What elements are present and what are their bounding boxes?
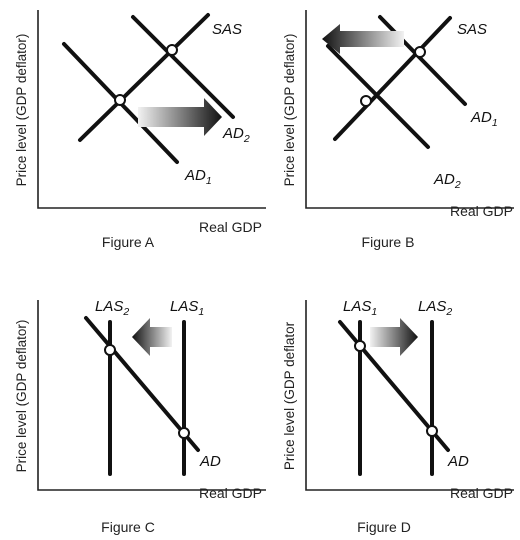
figure-b-label-sas: SAS [457, 21, 487, 38]
figure-d-label-ad: AD [447, 453, 469, 470]
figure-c-ad-curve [84, 316, 200, 452]
figure-a: Price level (GDP deflator) Real GDP Figu… [14, 10, 266, 250]
figure-d-x-axis-label: Real GDP [450, 485, 513, 501]
figure-a-label-ad2: AD2 [222, 125, 250, 145]
figure-d-axes [305, 300, 514, 491]
figure-a-equilibrium-initial [114, 94, 126, 106]
figure-c-axes [37, 300, 266, 491]
figure-c-x-axis-label: Real GDP [199, 485, 262, 501]
figure-a-y-axis-label: Price level (GDP deflator) [14, 34, 29, 187]
figure-d-label-las2: LAS2 [418, 298, 452, 318]
figure-b-y-axis-label: Price level (GDP deflator) [282, 34, 297, 187]
figure-b-caption: Figure B [362, 234, 415, 250]
figure-b-axes [305, 10, 514, 209]
figure-a-caption: Figure A [102, 234, 155, 250]
figure-a-shift-right-arrow [138, 98, 222, 136]
figure-b-shift-left-arrow [322, 24, 404, 54]
figure-d: Price level (GDP deflator Real GDP Figur… [282, 298, 514, 535]
figure-b-label-ad1: AD1 [470, 109, 498, 129]
figure-d-shift-right-arrow [370, 318, 418, 356]
figure-c-equilibrium-initial [178, 427, 190, 439]
figure-d-equilibrium-new [426, 425, 438, 437]
figure-d-caption: Figure D [357, 519, 411, 535]
figure-c-label-las2: LAS2 [95, 298, 129, 318]
figure-c-equilibrium-new [104, 344, 116, 356]
figure-c-label-ad: AD [199, 453, 221, 470]
figure-b-equilibrium-initial [414, 46, 426, 58]
figure-c-label-las1: LAS1 [170, 298, 204, 318]
figure-d-y-axis-label: Price level (GDP deflator [282, 321, 297, 470]
figure-a-label-sas: SAS [212, 21, 242, 38]
figure-b-sas-curve [333, 16, 452, 141]
figure-a-ad2-curve [131, 15, 235, 119]
figure-c: Price level (GDP deflator) Real GDP Figu… [14, 298, 266, 535]
figure-b-ad1-curve [378, 15, 467, 106]
figure-c-y-axis-label: Price level (GDP deflator) [14, 320, 29, 473]
figure-a-label-ad1: AD1 [184, 167, 212, 187]
figure-d-label-las1: LAS1 [343, 298, 377, 318]
figure-a-equilibrium-new [166, 44, 178, 56]
figure-c-caption: Figure C [101, 519, 155, 535]
figure-c-shift-left-arrow [132, 318, 172, 356]
figure-b-label-ad2: AD2 [433, 171, 461, 191]
figure-d-equilibrium-initial [354, 340, 366, 352]
figure-b: Price level (GDP deflator) Real GDP Figu… [282, 10, 514, 250]
figure-b-x-axis-label: Real GDP [450, 203, 513, 219]
figure-b-equilibrium-new [360, 95, 372, 107]
figure-a-sas-curve [78, 13, 210, 142]
figure-a-x-axis-label: Real GDP [199, 219, 262, 235]
figure-a-axes [37, 10, 266, 209]
